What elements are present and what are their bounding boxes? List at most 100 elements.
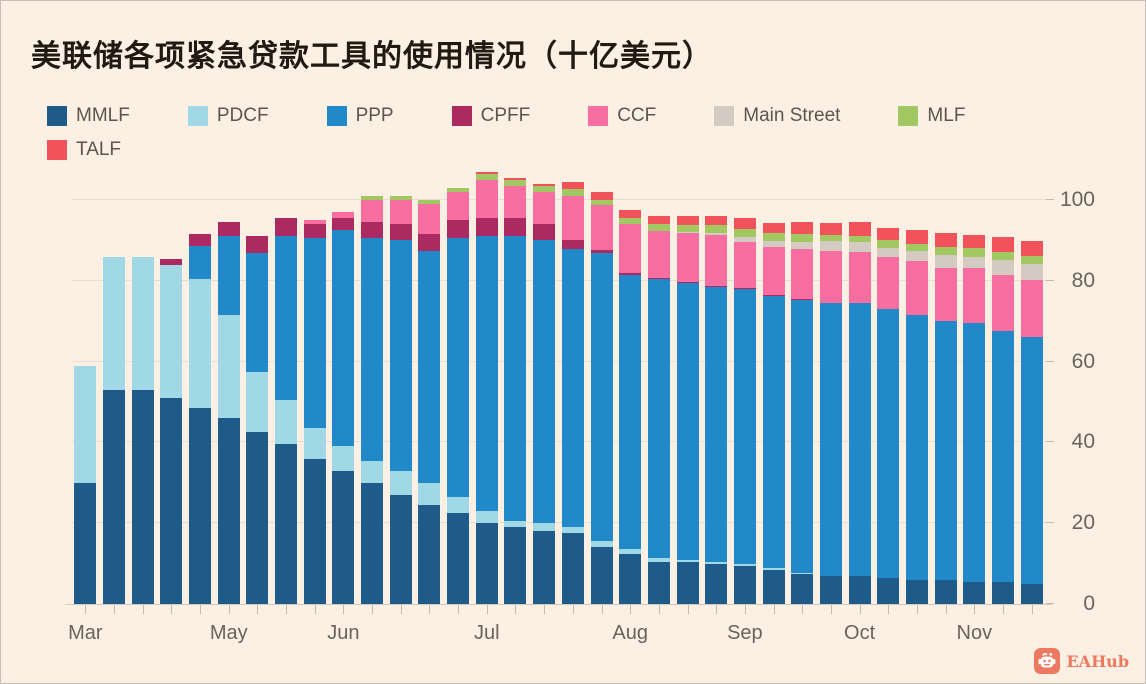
x-axis-baseline (65, 604, 1052, 605)
bar-segment-ccf (991, 274, 1014, 332)
bar (791, 222, 814, 604)
bar-segment-talf (819, 222, 842, 236)
x-tick (400, 605, 402, 614)
bar-segment-mmlf (848, 575, 871, 604)
bar-segment-ppp (963, 323, 986, 582)
bar-segment-talf (647, 216, 670, 225)
bar-segment-mmlf (217, 418, 240, 604)
x-tick (658, 605, 660, 614)
bar-segment-pdcf (303, 428, 326, 459)
bar-segment-ppp (619, 274, 642, 550)
bar-segment-pdcf (561, 527, 584, 534)
bar-segment-talf (877, 227, 900, 241)
x-tick (744, 605, 746, 614)
bar-segment-talf (848, 221, 871, 236)
bar-segment-ppp (762, 295, 785, 569)
bar-segment-ccf (332, 212, 355, 219)
x-tick (114, 605, 115, 614)
bar-segment-ccf (475, 179, 498, 219)
y-tick-label: 0 (1083, 592, 1095, 615)
bar-segment-cpff (189, 234, 212, 247)
bar-segment-talf (733, 217, 756, 230)
bar-segment-talf (590, 192, 613, 200)
bar-segment-main-street (934, 254, 957, 268)
bar-segment-pdcf (647, 557, 670, 562)
bar-segment-ppp (991, 331, 1014, 582)
bar-segment-mmlf (619, 553, 642, 604)
bar-segment-pdcf (504, 521, 527, 528)
bar-segment-main-street (905, 251, 928, 262)
bar-segment-cpff (791, 299, 814, 300)
bar-segment-mlf (418, 200, 441, 205)
bar-segment-talf (676, 216, 699, 226)
bar-segment-ccf (619, 224, 642, 273)
legend-swatch (47, 140, 67, 160)
gridline-20 (71, 522, 1046, 524)
bar-segment-mlf (791, 234, 814, 243)
bar (246, 236, 269, 604)
bar-segment-mmlf (762, 569, 785, 604)
bar-segment-pdcf (275, 399, 298, 445)
bar (590, 192, 613, 604)
bar (705, 216, 728, 604)
bar-segment-mmlf (791, 573, 814, 604)
legend-item-ccf: CCF (588, 104, 656, 128)
legend-item-cpff: CPFF (451, 104, 530, 128)
bar-segment-mlf (447, 187, 470, 192)
bar-segment-cpff (303, 224, 326, 239)
bar-segment-mlf (1020, 256, 1043, 265)
bar-segment-ccf (533, 191, 556, 225)
y-tick (1046, 441, 1054, 443)
bar-segment-mlf (561, 189, 584, 196)
month-label-jun: Jun (327, 622, 360, 644)
bar-segment-pdcf (74, 365, 97, 483)
bar-segment-pdcf (246, 371, 269, 433)
bar-segment-mmlf (361, 482, 384, 604)
bar-segment-ppp (1020, 337, 1043, 584)
watermark: EAHub (1034, 648, 1129, 674)
plot-area: Mar May Jun Jul Aug Sep Oct Nov (65, 164, 1054, 644)
bar-segment-talf (561, 181, 584, 190)
bar-segment-pdcf (332, 446, 355, 471)
bar-segment-mmlf (705, 563, 728, 604)
bar-segment-cpff (275, 218, 298, 237)
bar-segment-ppp (332, 230, 355, 447)
bar (647, 216, 670, 604)
legend-swatch (451, 106, 472, 126)
bar-segment-mmlf (877, 577, 900, 604)
watermark-label: EAHub (1066, 651, 1129, 671)
bar (991, 237, 1014, 604)
bar-segment-mmlf (131, 389, 154, 604)
bar-segment-cpff (246, 236, 269, 253)
bar-segment-ccf (1020, 279, 1043, 338)
x-tick (1002, 605, 1004, 614)
bar-segment-ppp (189, 246, 212, 279)
bar-segment-talf (705, 216, 728, 226)
bar-segment-talf (905, 230, 928, 244)
bar-segment-mlf (934, 246, 957, 255)
bar-segment-main-street (791, 242, 814, 249)
bar-segment-pdcf (791, 572, 814, 574)
legend-swatch (326, 106, 347, 126)
bar-segment-cpff (590, 249, 613, 253)
bar (533, 183, 556, 604)
x-tick (601, 605, 603, 614)
x-tick (85, 605, 87, 614)
bar (74, 365, 97, 604)
bar-segment-ppp (819, 303, 842, 576)
bar-segment-cpff (762, 294, 785, 296)
bar (676, 216, 699, 604)
legend-label: MLF (927, 105, 966, 126)
bar-segment-ccf (934, 267, 957, 322)
bar-segment-main-street (991, 259, 1014, 275)
gridline-80 (71, 279, 1046, 281)
bar-segment-mlf (676, 225, 699, 233)
x-tick (687, 605, 689, 614)
bar-segment-cpff (447, 220, 470, 239)
bar-segment-talf (619, 210, 642, 219)
bar-segment-pdcf (131, 256, 154, 390)
bar-segment-mlf (389, 196, 412, 201)
bar-segment-cpff (332, 218, 355, 231)
bar-segment-mlf (733, 229, 756, 237)
bar-segment-pdcf (762, 568, 785, 570)
